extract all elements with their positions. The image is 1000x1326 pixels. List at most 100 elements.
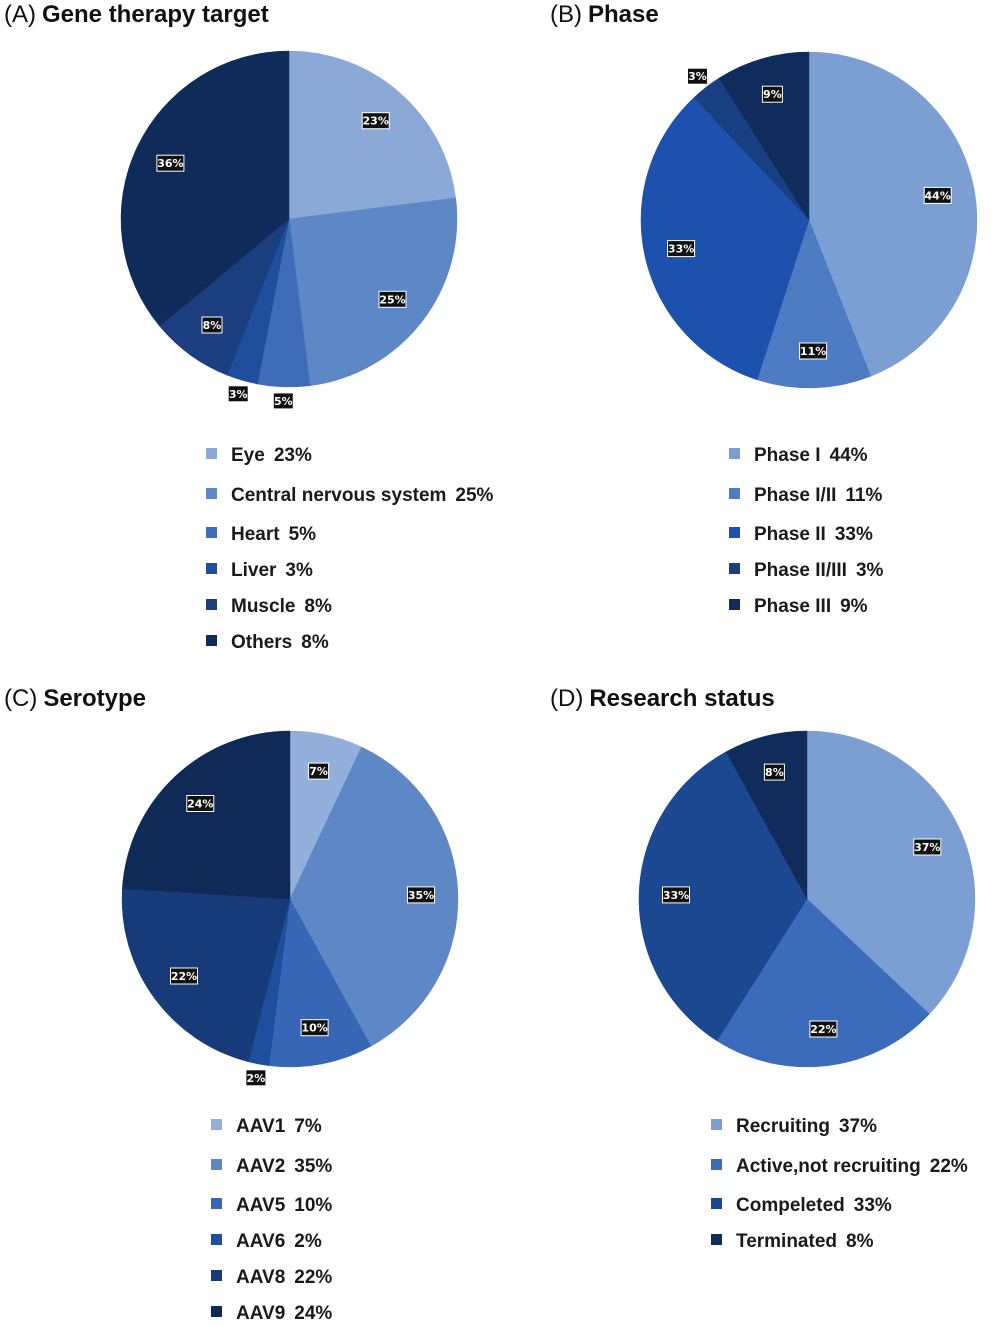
data-label-box: [809, 1020, 838, 1038]
legend-item-recruiting: Recruiting 37%: [711, 1115, 877, 1139]
data-label-text: 25%: [379, 293, 405, 306]
data-label-box: [170, 967, 198, 985]
legend-swatch: [711, 1234, 722, 1246]
legend-swatch: [206, 563, 217, 575]
legend-label: Others: [231, 632, 293, 653]
data-label-text: 24%: [187, 798, 213, 811]
legend-swatch: [211, 1234, 222, 1246]
legend-swatch: [729, 448, 740, 460]
pie-slice-terminated: [725, 730, 808, 900]
data-label-box: [186, 795, 215, 812]
pie-slice-aav8: [121, 888, 291, 1063]
data-label-box: [923, 186, 952, 204]
panel-name: Research status: [589, 685, 775, 712]
data-label-aav2: 35%: [407, 886, 435, 904]
legend-value: 5%: [288, 524, 317, 545]
data-label-box: [156, 154, 185, 172]
legend-item-aav1: AAV1 7%: [211, 1115, 322, 1139]
legend-label: Phase III: [754, 596, 832, 617]
data-label-central-nervous-system: 25%: [378, 290, 407, 308]
legend-value: 37%: [838, 1116, 877, 1137]
legend-item-others: Others 8%: [206, 631, 329, 655]
legend-label: Muscle: [231, 596, 296, 617]
pie-slice-aav2: [289, 746, 459, 1047]
legend-value: 44%: [829, 445, 868, 466]
data-label-phase-i: 44%: [923, 186, 952, 204]
legend-item-eye: Eye 23%: [206, 444, 312, 468]
legend-label: AAV9: [236, 1303, 286, 1324]
data-label-text: 22%: [171, 970, 197, 983]
panel-name: Phase: [588, 1, 659, 28]
data-label-text: 8%: [765, 766, 784, 779]
panel-name: Serotype: [43, 685, 147, 712]
pie-slice-central-nervous-system: [288, 197, 458, 386]
legend-value: 33%: [853, 1195, 892, 1216]
legend-value: 33%: [834, 524, 873, 545]
data-label-text: 23%: [363, 115, 389, 128]
pie-slice-phase-i: [808, 51, 978, 377]
data-label-muscle: 8%: [201, 316, 223, 334]
data-label-phase-ii-iii: 3%: [687, 67, 708, 85]
legend-swatch: [206, 488, 217, 500]
data-label-text: 33%: [668, 243, 694, 256]
legend-item-phase-i: Phase I 44%: [729, 444, 868, 468]
pie-chart: 37% 22% 33% 8%: [638, 730, 976, 1068]
data-label-text: 10%: [301, 1022, 327, 1035]
legend-value: 7%: [294, 1116, 322, 1137]
data-label-box: [201, 316, 223, 334]
pie-slice-compeleted: [638, 751, 808, 1042]
data-label-recruiting: 37%: [913, 838, 942, 856]
legend-item-phase-ii: Phase II 33%: [729, 523, 873, 547]
legend-swatch: [211, 1270, 222, 1282]
data-label-box: [272, 392, 294, 410]
data-label-box: [761, 85, 783, 103]
data-label-text: 33%: [663, 889, 689, 902]
pie-slice-aav5: [268, 898, 372, 1068]
panel-name: Gene therapy target: [42, 1, 269, 28]
legend-swatch: [729, 527, 740, 539]
legend-label: Eye: [231, 445, 265, 466]
legend-label: AAV2: [236, 1156, 286, 1177]
panel-research-status: (D) Research status 37% 22% 33% 8% Recruitin…: [500, 662, 1000, 1324]
legend-item-aav6: AAV6 2%: [211, 1230, 322, 1254]
legend-item-aav2: AAV2 35%: [211, 1155, 332, 1179]
data-label-text: 7%: [309, 765, 328, 778]
legend-value: 10%: [294, 1195, 333, 1216]
data-label-box: [308, 762, 330, 780]
legend-label: AAV8: [236, 1267, 286, 1288]
legend-value: 8%: [846, 1231, 874, 1252]
legend-value: 11%: [845, 485, 883, 506]
legend-label: Heart: [231, 524, 280, 545]
legend-value: 3%: [285, 560, 313, 581]
legend-value: 25%: [455, 485, 494, 506]
legend-value: 22%: [929, 1156, 968, 1177]
legend-value: 9%: [840, 596, 868, 617]
legend-swatch: [711, 1159, 722, 1171]
data-label-text: 5%: [274, 395, 293, 408]
legend-item-phase-i-ii: Phase I/II 11%: [729, 484, 882, 508]
panel-phase: (B) Phase 44% 11% 33% 3% 9% Phase I 44% Phase I…: [500, 0, 1000, 662]
legend-swatch: [729, 599, 740, 611]
data-label-box: [361, 112, 390, 130]
data-label-aav1: 7%: [308, 762, 330, 780]
data-label-box: [913, 838, 942, 856]
legend-swatch: [206, 599, 217, 611]
legend-item-muscle: Muscle 8%: [206, 595, 332, 619]
legend-value: 24%: [294, 1303, 333, 1324]
legend-item-aav5: AAV5 10%: [211, 1194, 332, 1218]
data-label-heart: 5%: [272, 392, 294, 410]
legend-item-aav9: AAV9 24%: [211, 1302, 332, 1326]
legend-label: Phase II: [754, 524, 826, 545]
data-label-text: 35%: [408, 889, 434, 902]
data-label-text: 44%: [925, 189, 951, 202]
data-label-liver: 3%: [227, 385, 249, 403]
data-label-text: 36%: [157, 157, 183, 170]
legend-item-aav8: AAV8 22%: [211, 1266, 332, 1290]
pie-slice-aav9: [122, 730, 291, 900]
legend-label: Liver: [231, 560, 277, 581]
panel-title: (D) Research status: [550, 684, 775, 714]
legend-swatch: [729, 488, 740, 500]
data-label-active-not-recruiting: 22%: [809, 1020, 838, 1038]
legend-label: AAV6: [236, 1231, 286, 1252]
legend-swatch: [729, 563, 740, 575]
